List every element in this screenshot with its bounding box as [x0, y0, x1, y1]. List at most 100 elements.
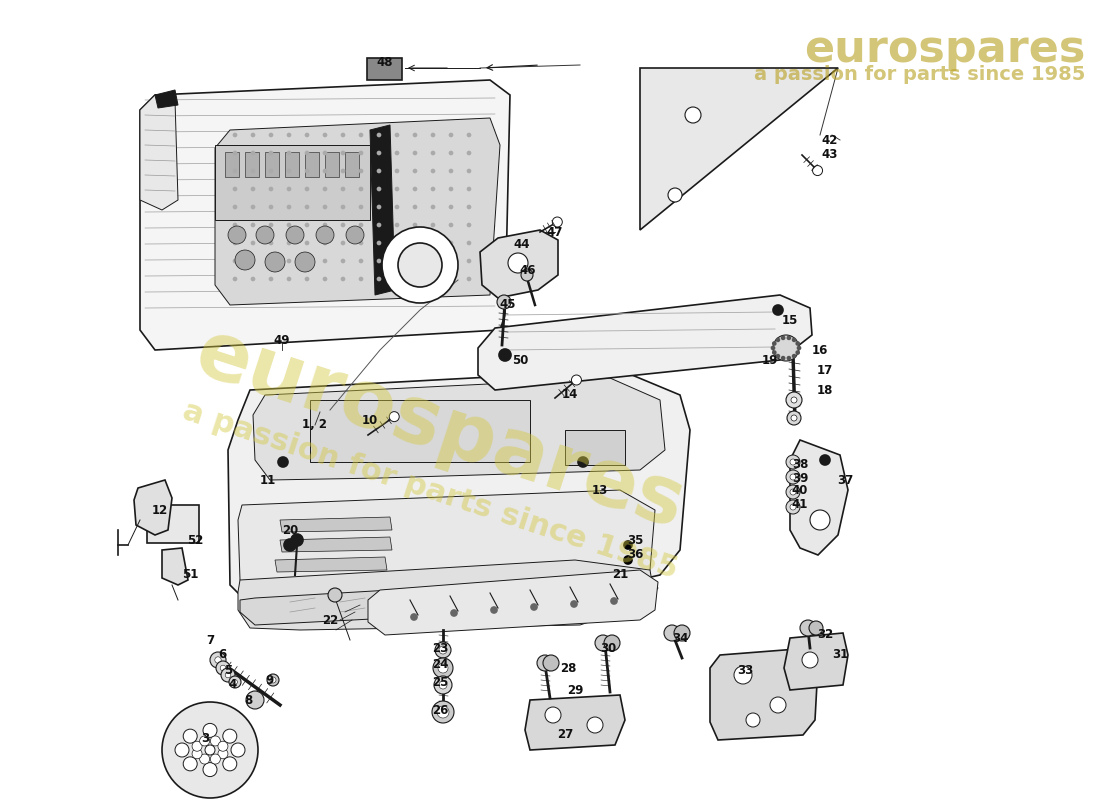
- Polygon shape: [253, 378, 666, 480]
- Polygon shape: [784, 633, 848, 690]
- Circle shape: [323, 170, 327, 173]
- Circle shape: [468, 187, 471, 190]
- Text: eurospares: eurospares: [804, 28, 1085, 71]
- Text: 16: 16: [812, 343, 828, 357]
- Polygon shape: [134, 480, 172, 535]
- Circle shape: [306, 278, 308, 281]
- Circle shape: [396, 187, 398, 190]
- Circle shape: [223, 729, 236, 743]
- Bar: [345, 152, 359, 177]
- Circle shape: [270, 242, 273, 245]
- Text: 44: 44: [514, 238, 530, 251]
- Circle shape: [218, 742, 228, 751]
- Text: 33: 33: [737, 663, 754, 677]
- Circle shape: [341, 278, 344, 281]
- Circle shape: [786, 500, 800, 514]
- Text: 29: 29: [566, 683, 583, 697]
- Circle shape: [377, 187, 381, 190]
- Circle shape: [543, 655, 559, 671]
- Polygon shape: [140, 80, 510, 350]
- Circle shape: [685, 107, 701, 123]
- Circle shape: [220, 666, 225, 670]
- Circle shape: [450, 134, 452, 137]
- Circle shape: [377, 151, 381, 154]
- Bar: [324, 152, 339, 177]
- Circle shape: [808, 621, 823, 635]
- Circle shape: [396, 151, 398, 154]
- Circle shape: [210, 736, 220, 746]
- Circle shape: [306, 223, 308, 226]
- Circle shape: [265, 252, 285, 272]
- Circle shape: [451, 610, 456, 616]
- Circle shape: [341, 242, 344, 245]
- Bar: [565, 430, 625, 465]
- Circle shape: [434, 676, 452, 694]
- Polygon shape: [240, 575, 658, 625]
- Text: 14: 14: [562, 389, 579, 402]
- Circle shape: [468, 242, 471, 245]
- Circle shape: [450, 170, 452, 173]
- Circle shape: [734, 666, 752, 684]
- Circle shape: [414, 259, 417, 262]
- Circle shape: [773, 335, 799, 361]
- Polygon shape: [162, 548, 188, 585]
- Circle shape: [228, 226, 246, 244]
- Bar: [214, 145, 370, 220]
- Circle shape: [793, 354, 795, 358]
- Circle shape: [396, 134, 398, 137]
- Circle shape: [431, 134, 434, 137]
- Circle shape: [205, 745, 214, 755]
- Circle shape: [773, 351, 776, 354]
- Text: 47: 47: [547, 226, 563, 238]
- Circle shape: [468, 170, 471, 173]
- Circle shape: [674, 625, 690, 641]
- Circle shape: [468, 134, 471, 137]
- Circle shape: [360, 187, 363, 190]
- Circle shape: [791, 397, 798, 403]
- Circle shape: [468, 151, 471, 154]
- Text: 43: 43: [822, 149, 838, 162]
- Circle shape: [233, 134, 236, 137]
- Bar: [367, 58, 402, 80]
- Circle shape: [316, 226, 334, 244]
- Circle shape: [746, 713, 760, 727]
- Circle shape: [432, 701, 454, 723]
- Circle shape: [233, 278, 236, 281]
- Circle shape: [192, 742, 202, 751]
- Circle shape: [377, 170, 381, 173]
- Circle shape: [414, 170, 417, 173]
- Circle shape: [624, 541, 632, 549]
- Circle shape: [786, 485, 800, 499]
- Circle shape: [252, 223, 254, 226]
- Circle shape: [398, 243, 442, 287]
- Text: 37: 37: [837, 474, 854, 486]
- Circle shape: [450, 151, 452, 154]
- Polygon shape: [228, 370, 690, 610]
- Circle shape: [790, 489, 796, 495]
- Circle shape: [790, 504, 796, 510]
- Circle shape: [287, 187, 290, 190]
- Circle shape: [306, 242, 308, 245]
- Text: 39: 39: [792, 471, 808, 485]
- Circle shape: [233, 151, 236, 154]
- Circle shape: [431, 170, 434, 173]
- Circle shape: [233, 170, 236, 173]
- Circle shape: [777, 354, 780, 358]
- Circle shape: [800, 620, 816, 636]
- Circle shape: [438, 663, 448, 673]
- Text: 7: 7: [206, 634, 214, 646]
- Circle shape: [434, 642, 451, 658]
- Circle shape: [216, 661, 230, 675]
- Circle shape: [323, 278, 327, 281]
- Circle shape: [341, 134, 344, 137]
- Circle shape: [306, 170, 308, 173]
- Circle shape: [377, 242, 381, 245]
- Polygon shape: [525, 695, 625, 750]
- Circle shape: [199, 754, 210, 764]
- Circle shape: [328, 588, 342, 602]
- Circle shape: [396, 206, 398, 209]
- Text: 22: 22: [322, 614, 338, 626]
- Circle shape: [360, 151, 363, 154]
- Text: 48: 48: [376, 55, 394, 69]
- Text: 49: 49: [274, 334, 290, 346]
